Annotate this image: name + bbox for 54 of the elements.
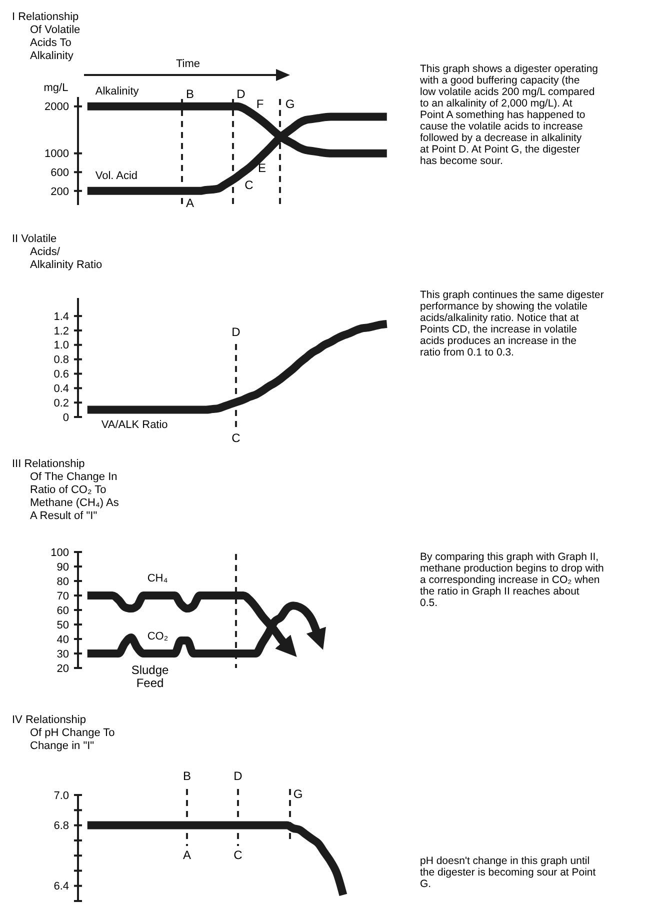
series-label: Alkalinity <box>95 85 140 98</box>
y-tick-label: 0.6 <box>54 368 69 381</box>
annotation: Sludge Feed <box>131 663 170 690</box>
y-tick-label: 70 <box>56 590 69 602</box>
y-tick-label: 7.0 <box>54 790 69 802</box>
annotation: B <box>186 87 194 101</box>
y-tick-label: 600 <box>50 166 69 179</box>
y-tick-label: 100 <box>50 546 69 559</box>
y-tick-label: 0.8 <box>54 354 69 366</box>
series-label: CO₂ <box>147 630 168 642</box>
annotation: C <box>234 848 243 862</box>
text: B <box>182 769 192 783</box>
series-label: CH₄ <box>147 572 168 584</box>
annotation: F <box>256 97 264 111</box>
y-tick-label: 40 <box>56 634 69 646</box>
x-axis-title: Time <box>176 58 200 70</box>
y-tick-label: 20 <box>56 662 69 675</box>
y-tick-label: 1.0 <box>54 340 69 352</box>
y-axis-title: mg/L <box>44 82 68 94</box>
y-tick-label: 30 <box>56 648 69 660</box>
y-tick-label: 6.4 <box>54 880 69 893</box>
y-tick-label: 1000 <box>44 148 69 160</box>
y-tick-label: 1.4 <box>54 310 69 323</box>
y-tick-label: 2000 <box>44 101 69 114</box>
y-tick-label: 200 <box>50 186 69 198</box>
text: By comparing this graph with Graph II, methane production begins to drop with a corresponding increase in CO₂ when the ratio in Graph II reaches about 0.5. <box>420 551 604 609</box>
y-tick-label: 1.2 <box>54 325 69 338</box>
annotation: G <box>293 787 303 801</box>
text: C <box>232 431 241 445</box>
y-tick-label: 60 <box>56 604 69 617</box>
annotation: G <box>285 97 295 111</box>
text: This graph shows a digester operating with a good buffering capacity (the low volatile acids 200 mg/L compared to an alkalinity of 2,000 mg/L). At Point A something has happened to cause the volatile acids to increase followed by a decrease in alkalinity at Point D. At Point G, the digester has become sour. <box>420 63 598 167</box>
chart-title: II Volatile Acids/ Alkalinity Ratio <box>12 233 102 271</box>
chart-title: I Relationship Of Volatile Acids To Alkalinity <box>12 11 80 62</box>
text: pH doesn't change in this graph until the digester is becoming sour at Point G. <box>420 855 596 890</box>
y-tick-label: 50 <box>56 619 69 632</box>
series-label: Vol. Acid <box>95 170 138 182</box>
chart-title: IV Relationship Of pH Change To Change in "I" <box>12 714 115 752</box>
series-label: VA/ALK Ratio <box>101 418 168 431</box>
text: D <box>234 769 243 783</box>
annotation: E <box>258 161 266 175</box>
y-tick-label: 0.4 <box>54 383 69 395</box>
y-tick-label: 0 <box>62 412 69 424</box>
chart-title: III Relationship Of The Change In Ratio of CO₂ To Methane (CH₄) As A Result of "I" <box>12 458 120 522</box>
annotation: A <box>182 848 192 862</box>
annotation: C <box>244 178 254 192</box>
annotation: A <box>186 196 194 210</box>
y-tick-label: 90 <box>56 561 69 574</box>
y-tick-label: 80 <box>56 576 69 588</box>
annotation: D <box>236 87 246 101</box>
y-tick-label: 0.2 <box>54 397 69 410</box>
text: This graph continues the same digester performance by showing the volatile acids/alkalinity ratio. Notice that at Points CD, the increase in volatile acids produces an increase in the ratio from 0.1 to 0.3. <box>420 289 604 358</box>
y-tick-label: 6.8 <box>54 820 69 832</box>
annotation: D <box>232 325 241 339</box>
